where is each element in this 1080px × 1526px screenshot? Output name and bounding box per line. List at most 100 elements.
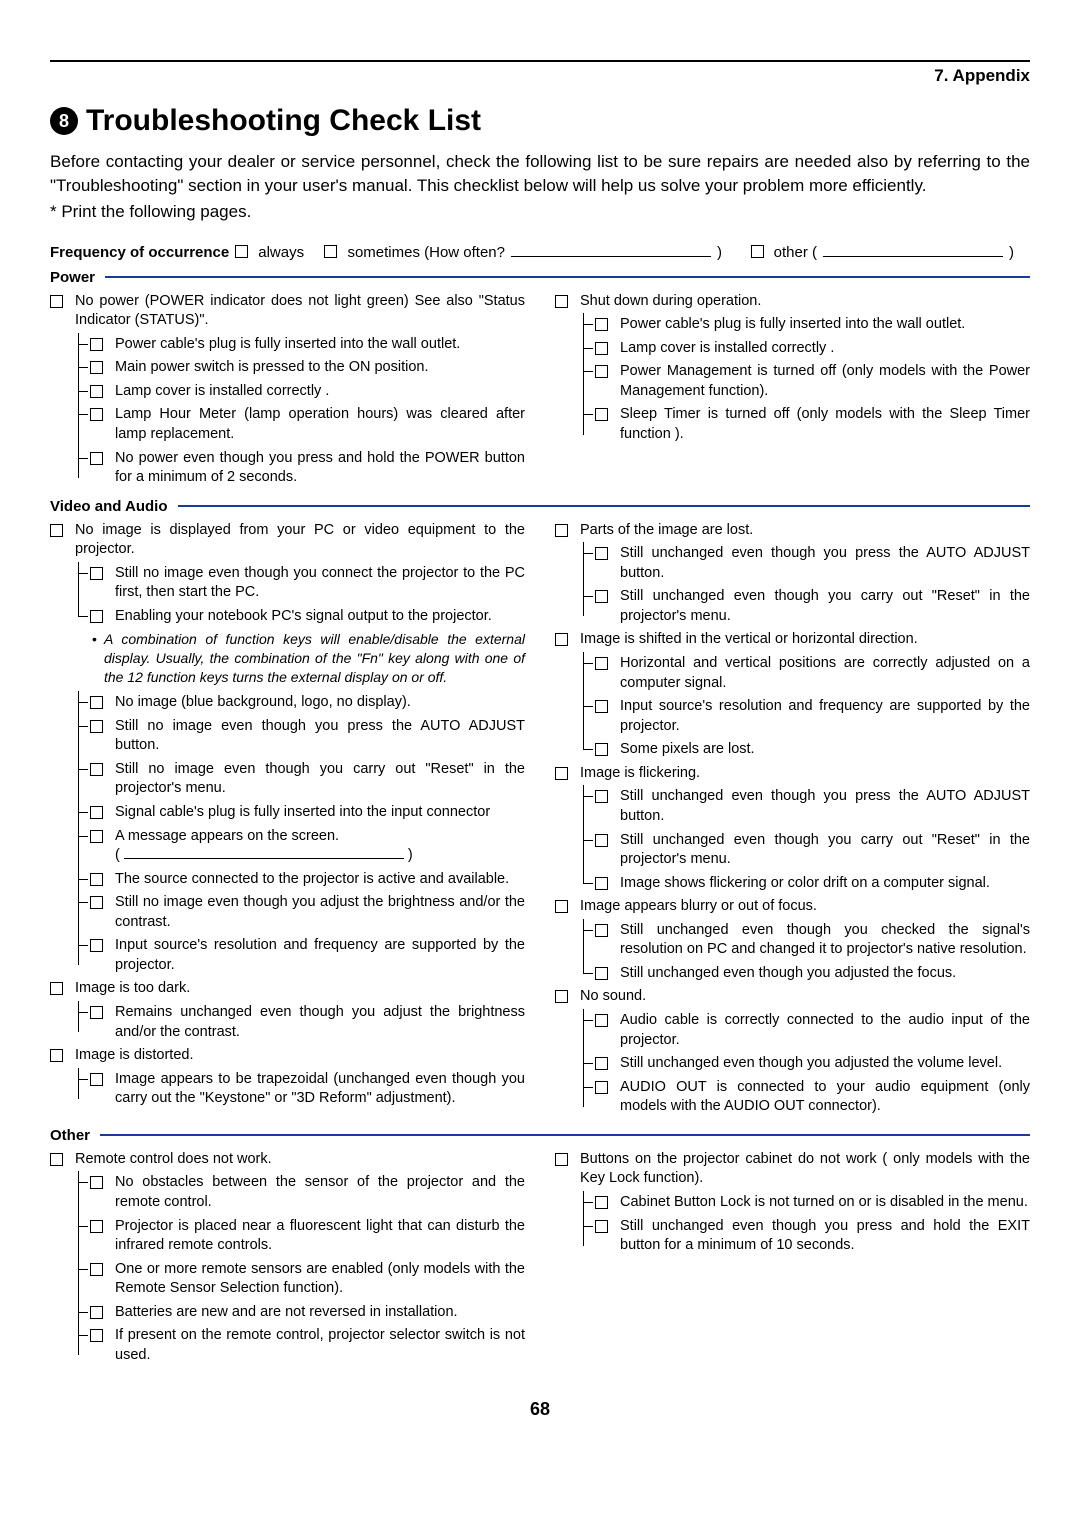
checkbox[interactable] — [90, 385, 103, 398]
checkbox[interactable] — [595, 790, 608, 803]
checkbox[interactable] — [555, 900, 568, 913]
checkbox[interactable] — [90, 763, 103, 776]
checkbox[interactable] — [555, 633, 568, 646]
checkbox[interactable] — [90, 896, 103, 909]
title-number: 8 — [50, 107, 78, 135]
item-text: No image is displayed from your PC or vi… — [75, 521, 525, 560]
power-label: Power — [50, 269, 95, 286]
item-text: Still no image even though you connect t… — [115, 564, 525, 603]
video-label: Video and Audio — [50, 498, 168, 515]
checkbox[interactable] — [90, 1073, 103, 1086]
item-text: Projector is placed near a fluorescent l… — [115, 1217, 525, 1256]
power-content: No power (POWER indicator does not light… — [50, 292, 1030, 492]
checkbox[interactable] — [90, 1329, 103, 1342]
checkbox[interactable] — [90, 1176, 103, 1189]
checkbox[interactable] — [555, 295, 568, 308]
checkbox[interactable] — [595, 1014, 608, 1027]
item-text: Audio cable is correctly connected to th… — [620, 1011, 1030, 1050]
item-text: No obstacles between the sensor of the p… — [115, 1173, 525, 1212]
checkbox[interactable] — [90, 1220, 103, 1233]
item-text: Buttons on the projector cabinet do not … — [580, 1150, 1030, 1189]
checkbox[interactable] — [90, 361, 103, 374]
checkbox[interactable] — [595, 590, 608, 603]
checkbox[interactable] — [90, 610, 103, 623]
checkbox[interactable] — [595, 877, 608, 890]
message-blank[interactable] — [124, 847, 404, 859]
item-text: Input source's resolution and frequency … — [115, 936, 525, 975]
checkbox[interactable] — [595, 342, 608, 355]
checkbox[interactable] — [90, 567, 103, 580]
other-label: other ( — [774, 244, 817, 261]
checkbox[interactable] — [90, 806, 103, 819]
other-blank[interactable] — [823, 244, 1003, 257]
checkbox[interactable] — [595, 408, 608, 421]
close-paren-2: ) — [1009, 244, 1014, 261]
checkbox[interactable] — [595, 967, 608, 980]
page-number: 68 — [50, 1399, 1030, 1420]
item-text: Image is too dark. — [75, 979, 525, 999]
item-text: Horizontal and vertical positions are co… — [620, 654, 1030, 693]
item-text: Shut down during operation. — [580, 292, 1030, 312]
checkbox[interactable] — [555, 990, 568, 1003]
checkbox[interactable] — [595, 924, 608, 937]
checkbox[interactable] — [595, 834, 608, 847]
item-text: Cabinet Button Lock is not turned on or … — [620, 1193, 1030, 1213]
checkbox[interactable] — [50, 524, 63, 537]
checkbox[interactable] — [595, 547, 608, 560]
checkbox[interactable] — [595, 365, 608, 378]
other-content: Remote control does not work. No obstacl… — [50, 1150, 1030, 1370]
item-text: Image is distorted. — [75, 1046, 525, 1066]
checkbox[interactable] — [595, 657, 608, 670]
checkbox[interactable] — [90, 408, 103, 421]
checkbox[interactable] — [555, 767, 568, 780]
checkbox[interactable] — [595, 318, 608, 331]
frequency-label: Frequency of occurrence — [50, 244, 229, 261]
video-hr — [178, 505, 1030, 507]
checkbox[interactable] — [595, 1081, 608, 1094]
item-text: Some pixels are lost. — [620, 740, 1030, 760]
checkbox[interactable] — [595, 700, 608, 713]
checkbox[interactable] — [90, 452, 103, 465]
item-text: One or more remote sensors are enabled (… — [115, 1260, 525, 1299]
checkbox[interactable] — [50, 1049, 63, 1062]
sometimes-blank[interactable] — [511, 244, 711, 257]
checkbox[interactable] — [50, 982, 63, 995]
header-divider — [50, 60, 1030, 62]
item-text: Parts of the image are lost. — [580, 521, 1030, 541]
checkbox-sometimes[interactable] — [324, 245, 337, 258]
checkbox[interactable] — [595, 1196, 608, 1209]
item-text: Still unchanged even though you carry ou… — [620, 831, 1030, 870]
item-text: Sleep Timer is turned off (only models w… — [620, 405, 1030, 444]
item-text: Still unchanged even though you checked … — [620, 921, 1030, 960]
checkbox[interactable] — [90, 338, 103, 351]
checkbox[interactable] — [50, 1153, 63, 1166]
checkbox[interactable] — [90, 873, 103, 886]
msg-text: A message appears on the screen. — [115, 828, 339, 844]
item-text: Image shows flickering or color drift on… — [620, 874, 1030, 894]
item-text: Batteries are new and are not reversed i… — [115, 1303, 525, 1323]
checkbox[interactable] — [595, 1057, 608, 1070]
checkbox[interactable] — [90, 1006, 103, 1019]
checkbox[interactable] — [90, 939, 103, 952]
item-text: Still unchanged even though you carry ou… — [620, 587, 1030, 626]
checkbox[interactable] — [90, 830, 103, 843]
checkbox[interactable] — [90, 1306, 103, 1319]
checkbox-other[interactable] — [751, 245, 764, 258]
checkbox-always[interactable] — [235, 245, 248, 258]
checkbox[interactable] — [90, 696, 103, 709]
item-text: Power Management is turned off (only mod… — [620, 362, 1030, 401]
checkbox[interactable] — [90, 1263, 103, 1276]
checkbox[interactable] — [555, 524, 568, 537]
power-left-col: No power (POWER indicator does not light… — [50, 292, 525, 492]
video-left-col: No image is displayed from your PC or vi… — [50, 521, 525, 1121]
item-text: Power cable's plug is fully inserted int… — [115, 335, 525, 355]
checkbox[interactable] — [90, 720, 103, 733]
item-text: No power even though you press and hold … — [115, 449, 525, 488]
frequency-row: Frequency of occurrence always sometimes… — [50, 244, 1030, 261]
checkbox[interactable] — [50, 295, 63, 308]
item-text: Image is shifted in the vertical or hori… — [580, 630, 1030, 650]
item-text: Remote control does not work. — [75, 1150, 525, 1170]
checkbox[interactable] — [595, 1220, 608, 1233]
checkbox[interactable] — [555, 1153, 568, 1166]
checkbox[interactable] — [595, 743, 608, 756]
